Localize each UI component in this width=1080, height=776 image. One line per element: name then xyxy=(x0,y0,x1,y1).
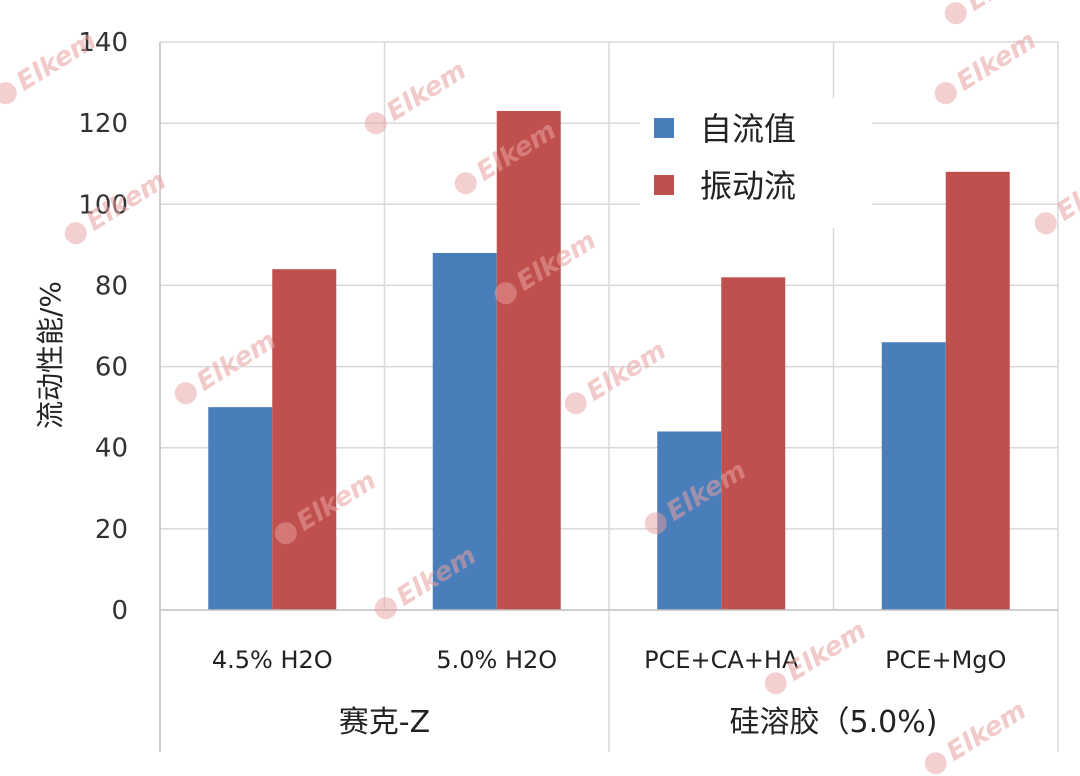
watermark-logo-icon xyxy=(174,382,197,405)
watermark-text: Elkem xyxy=(191,326,281,398)
category-label: 5.0% H2O xyxy=(436,646,557,674)
y-tick-label: 0 xyxy=(111,596,128,626)
category-label: 4.5% H2O xyxy=(212,646,333,674)
legend-background xyxy=(640,98,872,228)
watermark-logo-icon xyxy=(934,82,957,105)
watermark-logo-icon xyxy=(494,282,517,305)
bar-series2 xyxy=(721,277,786,610)
watermark-logo-icon xyxy=(0,82,17,105)
category-labels: 4.5% H2O 5.0% H2O PCE+CA+HA PCE+MgO xyxy=(212,646,1007,674)
y-tick-label: 140 xyxy=(78,28,128,58)
bar-series2 xyxy=(945,171,1010,611)
watermark-logo-icon xyxy=(364,112,387,135)
y-tick-labels: 0 20 40 60 80 100 120 140 xyxy=(78,28,128,626)
watermark: Elkem xyxy=(934,26,1042,105)
watermark-logo-icon xyxy=(64,222,87,245)
bar-series1 xyxy=(432,252,497,610)
group-labels: 赛克-Z 硅溶胶（5.0%) xyxy=(339,705,938,740)
watermark-logo-icon xyxy=(564,392,587,415)
group-label: 硅溶胶（5.0%) xyxy=(730,705,938,740)
watermark: Elkem xyxy=(1034,156,1080,235)
watermark-text: Elkem xyxy=(11,26,101,98)
y-axis-label: 流动性能/% xyxy=(34,281,67,429)
watermark-text: Elkem xyxy=(961,0,1051,17)
watermark: Elkem xyxy=(564,336,672,415)
watermark: Elkem xyxy=(174,326,282,405)
watermark-logo-icon xyxy=(274,522,297,545)
watermark-logo-icon xyxy=(924,752,947,775)
watermark-text: Elkem xyxy=(941,696,1031,768)
watermark-logo-icon xyxy=(1034,212,1057,235)
y-tick-label: 20 xyxy=(95,515,128,545)
y-tick-label: 60 xyxy=(95,353,128,383)
y-tick-label: 120 xyxy=(78,109,128,139)
bar-series1 xyxy=(881,342,946,610)
category-label: PCE+MgO xyxy=(885,646,1006,674)
watermark-logo-icon xyxy=(454,172,477,195)
bar-series2 xyxy=(272,269,337,610)
watermark: Elkem xyxy=(364,56,472,135)
watermark: Elkem xyxy=(0,26,102,105)
y-tick-label: 100 xyxy=(78,190,128,220)
y-tick-label: 80 xyxy=(95,271,128,301)
bars xyxy=(208,110,1010,611)
bar-series1 xyxy=(208,407,273,610)
y-tick-label: 40 xyxy=(95,434,128,464)
legend-label: 振动流 xyxy=(700,167,796,205)
bar-series1 xyxy=(657,431,722,610)
legend-swatch xyxy=(654,118,674,138)
group-label: 赛克-Z xyxy=(339,705,430,740)
watermark-logo-icon xyxy=(944,2,967,25)
category-label: PCE+CA+HA xyxy=(644,646,799,674)
legend-label: 自流值 xyxy=(700,110,796,148)
watermark-text: Elkem xyxy=(381,56,471,128)
watermark: Elkem xyxy=(944,0,1052,25)
axes xyxy=(159,42,1059,752)
watermark-text: Elkem xyxy=(581,336,671,408)
watermark-logo-icon xyxy=(374,597,397,620)
watermark-logo-icon xyxy=(644,512,667,535)
watermark: Elkem xyxy=(64,166,172,245)
bar-series2 xyxy=(496,110,561,610)
legend-swatch xyxy=(654,175,674,195)
watermark-text: Elkem xyxy=(951,26,1041,98)
watermark-logo-icon xyxy=(764,672,787,695)
watermark-text: Elkem xyxy=(1051,156,1080,228)
